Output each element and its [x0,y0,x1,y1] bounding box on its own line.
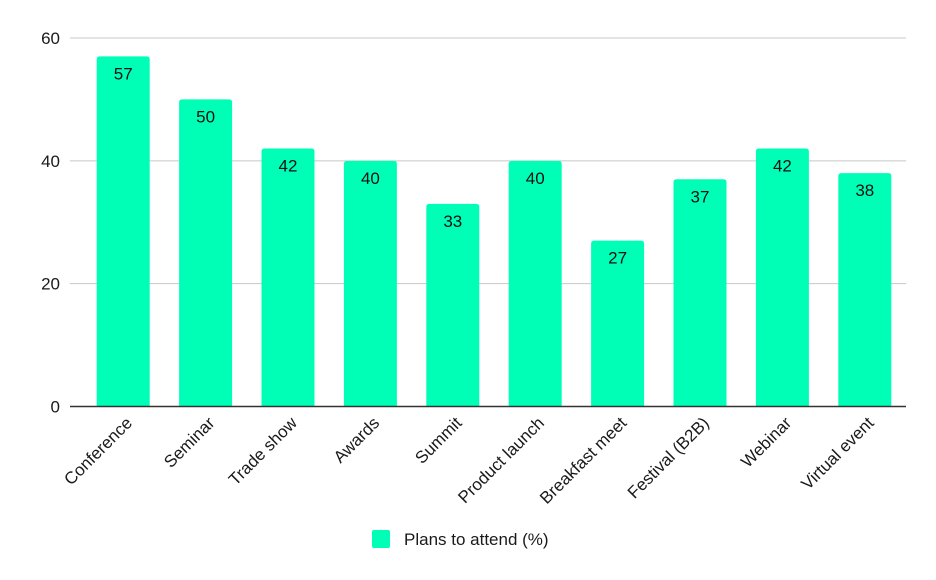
bar [508,160,562,407]
data-label: 42 [773,157,792,176]
data-label: 40 [526,169,545,188]
x-tick-label: Seminar [160,413,218,471]
data-label: 40 [361,169,380,188]
y-tick-label: 20 [41,275,60,294]
x-tick-label: Webinar [737,413,795,471]
bar [426,203,480,407]
data-label: 37 [691,187,710,206]
bar [673,179,727,407]
data-label: 27 [608,249,627,268]
x-tick-label: Virtual event [798,413,878,493]
x-tick-label: Festival (B2B) [624,413,713,502]
x-tick-label: Product launch [454,413,548,507]
legend: Plans to attend (%) [372,530,549,549]
bar [755,148,809,407]
bar [261,148,315,407]
legend-swatch [372,530,390,548]
x-tick-label: Summit [411,413,465,467]
data-label: 50 [196,107,215,126]
data-label: 33 [443,212,462,231]
y-tick-label: 0 [51,398,60,417]
data-label: 57 [114,64,133,83]
x-tick-label: Breakfast meet [536,413,630,507]
bar [591,240,645,407]
x-tick-label: Trade show [225,413,301,489]
data-label: 42 [279,157,298,176]
x-tick-label: Conference [60,413,136,489]
y-tick-label: 40 [41,152,60,171]
bar [838,173,892,407]
bar [343,160,397,407]
x-tick-label: Awards [330,413,383,466]
bar [179,99,233,407]
y-axis-ticks: 0 20 40 60 [41,29,60,417]
data-label: 38 [855,181,874,200]
legend-label: Plans to attend (%) [404,530,549,549]
bar [96,56,150,407]
data-labels: 57 50 42 40 33 40 27 37 42 38 [114,64,875,267]
x-axis-ticks: Conference Seminar Trade show Awards SummitP… [60,413,877,508]
bars [96,56,892,407]
y-tick-label: 60 [41,29,60,48]
